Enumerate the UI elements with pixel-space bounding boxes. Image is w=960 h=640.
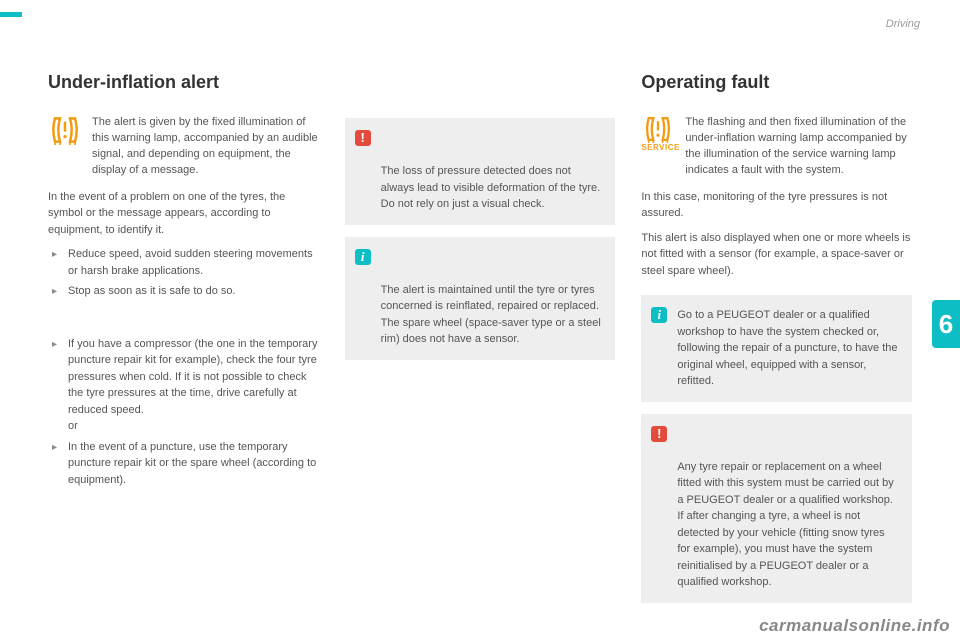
tyre-service-icon: SERVICE bbox=[641, 115, 675, 152]
watermark: carmanualsonline.info bbox=[759, 616, 950, 636]
bullet-list-2: If you have a compressor (the one in the… bbox=[48, 336, 319, 493]
warning-box-pressure: ! The loss of pressure detected does not… bbox=[345, 118, 616, 225]
fault-icon-row: SERVICE The flashing and then fixed illu… bbox=[641, 115, 912, 179]
para-sensor: This alert is also displayed when one or… bbox=[641, 230, 912, 280]
alert-icon-text: The alert is given by the fixed illumina… bbox=[92, 115, 319, 179]
column-middle: ! The loss of pressure detected does not… bbox=[345, 72, 616, 620]
page-content: Under-inflation alert The alert is given… bbox=[48, 72, 912, 620]
heading-operating-fault: Operating fault bbox=[641, 72, 912, 93]
warning-box-repair: ! Any tyre repair or replacement on a wh… bbox=[641, 414, 912, 603]
list-item: Reduce speed, avoid sudden steering move… bbox=[48, 246, 319, 279]
heading-under-inflation: Under-inflation alert bbox=[48, 72, 319, 93]
bullet-list-1: Reduce speed, avoid sudden steering move… bbox=[48, 246, 319, 304]
accent-bar bbox=[0, 12, 22, 17]
column-left: Under-inflation alert The alert is given… bbox=[48, 72, 319, 620]
fault-icon-text: The flashing and then fixed illumination… bbox=[685, 115, 912, 179]
para-not-assured: In this case, monitoring of the tyre pre… bbox=[641, 189, 912, 222]
breadcrumb: Driving bbox=[886, 18, 920, 30]
list-item: If you have a compressor (the one in the… bbox=[48, 336, 319, 435]
alert-icon-row: The alert is given by the fixed illumina… bbox=[48, 115, 319, 179]
info-box-dealer: i Go to a PEUGEOT dealer or a qualified … bbox=[641, 295, 912, 402]
list-item: In the event of a puncture, use the temp… bbox=[48, 439, 319, 489]
warning-text: The loss of pressure detected does not a… bbox=[381, 165, 601, 210]
info-text: The alert is maintained until the tyre o… bbox=[381, 284, 601, 346]
para-problem: In the event of a problem on one of the … bbox=[48, 189, 319, 239]
info-box-alert: i The alert is maintained until the tyre… bbox=[345, 237, 616, 360]
info-icon: i bbox=[651, 307, 667, 323]
tyre-warning-icon bbox=[48, 115, 82, 145]
list-item: Stop as soon as it is safe to do so. bbox=[48, 283, 319, 300]
info-icon: i bbox=[355, 249, 371, 265]
column-right: Operating fault SERVICE The flashing and… bbox=[641, 72, 912, 620]
service-label: SERVICE bbox=[641, 143, 675, 152]
exclamation-icon: ! bbox=[355, 130, 371, 146]
chapter-tab: 6 bbox=[932, 300, 960, 348]
warning-text: Any tyre repair or replacement on a whee… bbox=[677, 461, 893, 589]
exclamation-icon: ! bbox=[651, 426, 667, 442]
info-text: Go to a PEUGEOT dealer or a qualified wo… bbox=[677, 309, 897, 387]
